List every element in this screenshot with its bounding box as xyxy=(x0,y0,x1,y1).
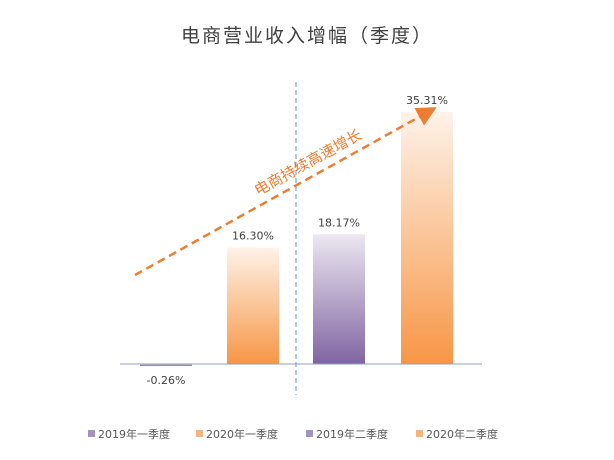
legend-label-1: 2019年一季度 xyxy=(98,427,170,441)
legend-label-3: 2019年二季度 xyxy=(316,427,388,441)
bar-1 xyxy=(140,364,192,366)
legend-swatch-4 xyxy=(416,430,423,437)
data-label-1: -0.26% xyxy=(147,374,186,387)
bar-2 xyxy=(227,247,279,364)
legend-label-2: 2020年一季度 xyxy=(206,427,278,441)
chart-title: 电商营业收入增幅（季度） xyxy=(181,25,433,47)
data-label-3: 18.17% xyxy=(318,216,360,229)
trend-arrow xyxy=(134,107,437,277)
legend-swatch-3 xyxy=(306,430,313,437)
data-label-2: 16.30% xyxy=(232,230,274,243)
legend-swatch-2 xyxy=(196,430,203,437)
trend-annotation: 电商持续高速增长 xyxy=(251,126,365,200)
bar-4 xyxy=(401,111,453,364)
legend-swatch-1 xyxy=(88,430,95,437)
bar-3 xyxy=(313,234,365,364)
legend-label-4: 2020年二季度 xyxy=(426,427,498,441)
data-label-4: 35.31% xyxy=(406,94,448,107)
